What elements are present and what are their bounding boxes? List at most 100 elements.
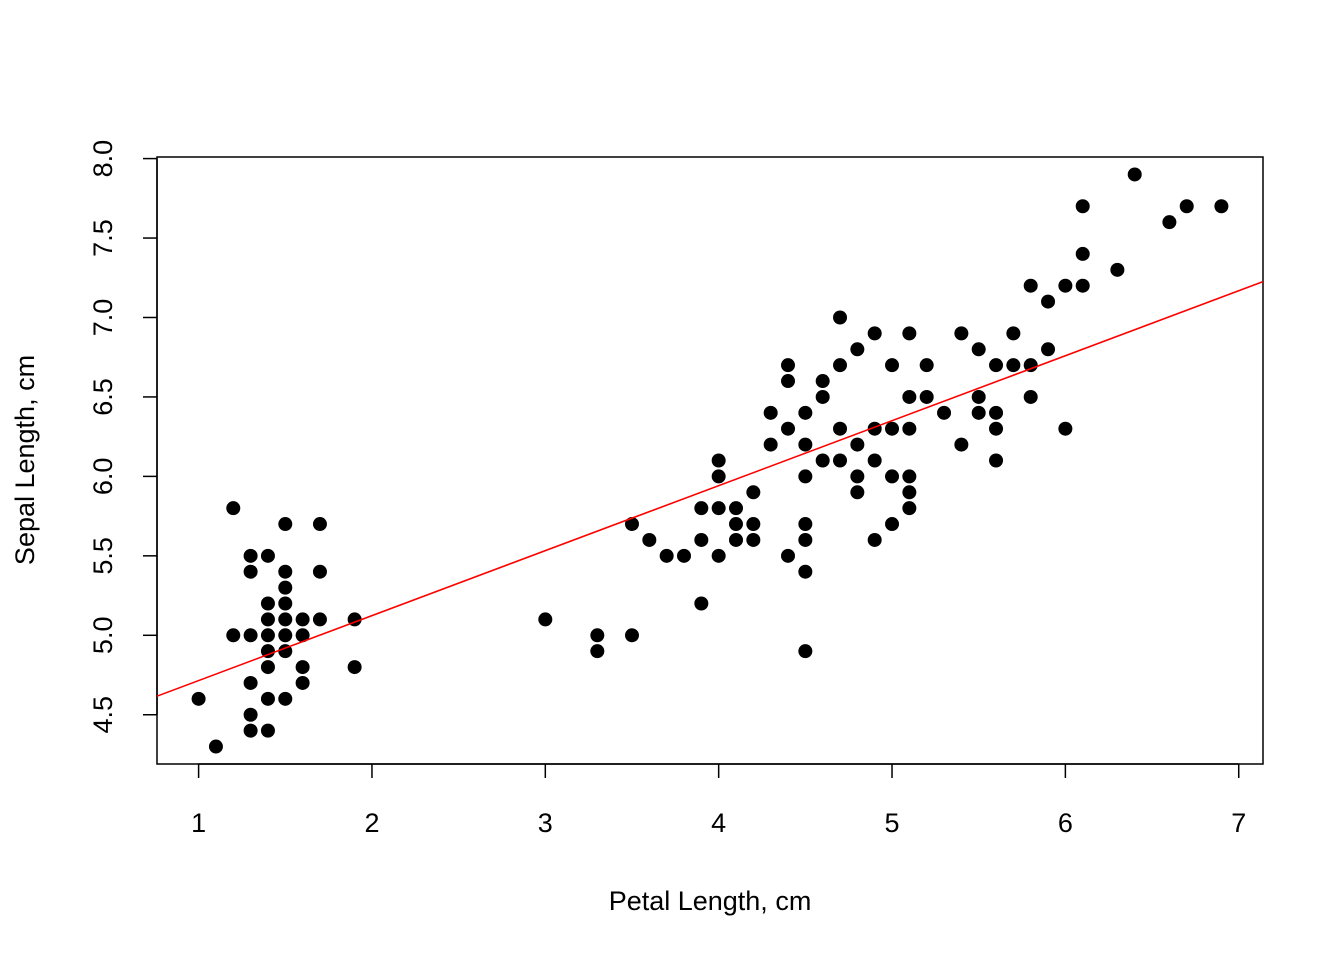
data-point bbox=[694, 501, 709, 516]
data-point bbox=[260, 596, 275, 611]
data-point bbox=[1023, 278, 1038, 293]
data-point bbox=[919, 358, 934, 373]
data-point bbox=[278, 580, 293, 595]
data-point bbox=[781, 548, 796, 563]
data-point bbox=[850, 437, 865, 452]
y-tick-label: 7.5 bbox=[88, 219, 118, 257]
data-point bbox=[798, 564, 813, 579]
data-point bbox=[902, 389, 917, 404]
data-point bbox=[815, 374, 830, 389]
data-point bbox=[711, 548, 726, 563]
data-point bbox=[850, 485, 865, 500]
data-point bbox=[278, 691, 293, 706]
data-point bbox=[694, 532, 709, 547]
data-point bbox=[711, 469, 726, 484]
data-point bbox=[260, 612, 275, 627]
x-tick-label: 4 bbox=[711, 808, 726, 838]
data-point bbox=[850, 469, 865, 484]
data-point bbox=[954, 437, 969, 452]
data-point bbox=[243, 707, 258, 722]
data-point bbox=[260, 644, 275, 659]
data-point bbox=[937, 405, 952, 420]
x-tick-label: 5 bbox=[885, 808, 900, 838]
data-point bbox=[1006, 326, 1021, 341]
data-point bbox=[226, 501, 241, 516]
data-point bbox=[763, 437, 778, 452]
data-point bbox=[243, 548, 258, 563]
x-tick-label: 1 bbox=[191, 808, 206, 838]
data-point bbox=[902, 326, 917, 341]
data-point bbox=[590, 628, 605, 643]
data-point bbox=[278, 644, 293, 659]
data-point bbox=[295, 660, 310, 675]
data-point bbox=[919, 389, 934, 404]
data-point bbox=[260, 628, 275, 643]
data-point bbox=[781, 421, 796, 436]
data-point bbox=[746, 517, 761, 532]
data-point bbox=[295, 628, 310, 643]
data-point bbox=[1075, 246, 1090, 261]
y-tick-label: 5.5 bbox=[88, 537, 118, 575]
x-axis-title: Petal Length, cm bbox=[609, 886, 812, 916]
data-point bbox=[260, 548, 275, 563]
data-point bbox=[642, 532, 657, 547]
data-point bbox=[624, 517, 639, 532]
data-point bbox=[867, 453, 882, 468]
data-point bbox=[347, 660, 362, 675]
data-point bbox=[659, 548, 674, 563]
data-point bbox=[902, 501, 917, 516]
data-point bbox=[867, 326, 882, 341]
data-point bbox=[278, 564, 293, 579]
data-point bbox=[1006, 358, 1021, 373]
data-point bbox=[971, 389, 986, 404]
x-tick-label: 3 bbox=[538, 808, 553, 838]
y-tick-label: 5.0 bbox=[88, 617, 118, 655]
data-point bbox=[191, 691, 206, 706]
data-point bbox=[798, 469, 813, 484]
data-point bbox=[676, 548, 691, 563]
data-point bbox=[798, 517, 813, 532]
data-point bbox=[902, 485, 917, 500]
data-point bbox=[312, 517, 327, 532]
data-point bbox=[260, 660, 275, 675]
data-point bbox=[867, 532, 882, 547]
data-point bbox=[833, 421, 848, 436]
data-point bbox=[278, 596, 293, 611]
data-point bbox=[971, 342, 986, 357]
data-point bbox=[260, 723, 275, 738]
x-tick-label: 7 bbox=[1231, 808, 1246, 838]
data-point bbox=[711, 501, 726, 516]
data-points bbox=[191, 167, 1229, 754]
data-point bbox=[798, 405, 813, 420]
data-point bbox=[815, 453, 830, 468]
data-point bbox=[885, 517, 900, 532]
data-point bbox=[781, 374, 796, 389]
data-point bbox=[312, 612, 327, 627]
data-point bbox=[833, 310, 848, 325]
data-point bbox=[729, 532, 744, 547]
data-point bbox=[1041, 342, 1056, 357]
data-point bbox=[1110, 262, 1125, 277]
data-point bbox=[711, 453, 726, 468]
data-point bbox=[833, 358, 848, 373]
data-point bbox=[295, 675, 310, 690]
data-point bbox=[729, 501, 744, 516]
data-point bbox=[885, 358, 900, 373]
data-point bbox=[989, 358, 1004, 373]
data-point bbox=[226, 628, 241, 643]
data-point bbox=[729, 517, 744, 532]
data-point bbox=[590, 644, 605, 659]
data-point bbox=[278, 628, 293, 643]
data-point bbox=[243, 564, 258, 579]
data-point bbox=[902, 469, 917, 484]
fit-line-group bbox=[156, 280, 1264, 697]
x-axis: 1 2 3 4 5 6 7 bbox=[191, 763, 1246, 838]
data-point bbox=[1179, 199, 1194, 214]
data-point bbox=[243, 628, 258, 643]
y-tick-label: 8.0 bbox=[88, 140, 118, 178]
data-point bbox=[1023, 389, 1038, 404]
data-point bbox=[694, 596, 709, 611]
data-point bbox=[1023, 358, 1038, 373]
data-point bbox=[798, 437, 813, 452]
data-point bbox=[746, 532, 761, 547]
